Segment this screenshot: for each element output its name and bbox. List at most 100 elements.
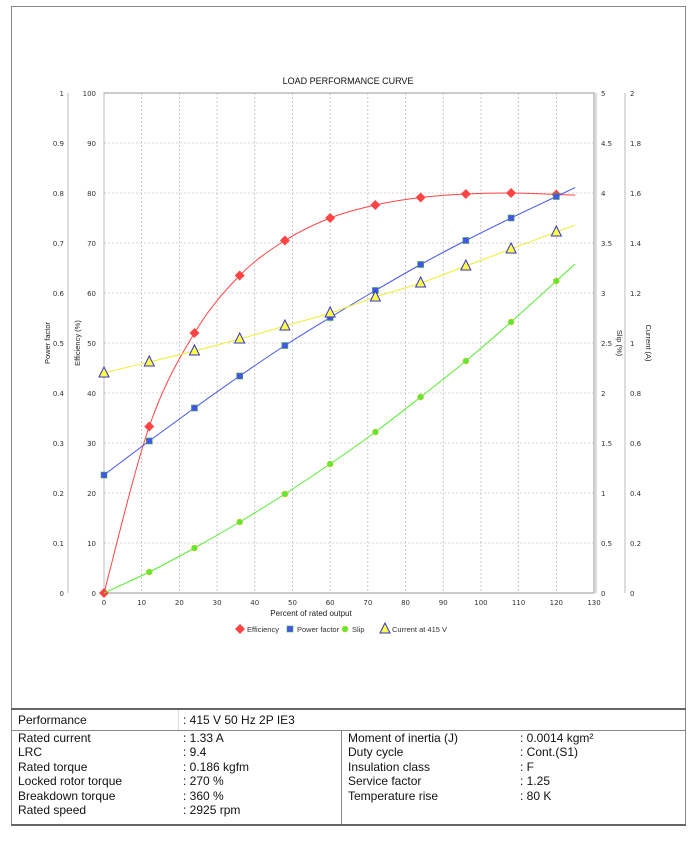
spec-label: Rated torque xyxy=(18,759,88,774)
x-tick-label: 120 xyxy=(550,599,563,607)
spec-value: : 9.4 xyxy=(183,745,207,760)
spec-value: : Cont.(S1) xyxy=(520,745,579,760)
spec-label: Moment of inertia (J) xyxy=(348,731,459,745)
motor-spec-table: Performance : 415 V 50 Hz 2P IE3 Rated c… xyxy=(11,708,686,826)
slip-tick-label: 5 xyxy=(601,90,605,98)
legend-item: Slip xyxy=(341,625,365,634)
efficiency-point xyxy=(234,270,245,281)
slip-tick-label: 3.5 xyxy=(601,240,612,248)
slip-point xyxy=(507,318,515,326)
spec-label: Rated speed xyxy=(18,802,87,817)
current-tick-label: 0.6 xyxy=(630,440,642,448)
performance-label: Performance xyxy=(18,713,87,727)
x-tick-label: 50 xyxy=(288,599,297,607)
efficiency-point xyxy=(506,188,517,198)
current-tick-label: 1.8 xyxy=(630,140,641,148)
efficiency-axis-label: Efficiency (%) xyxy=(73,320,82,366)
current-tick-label: 1.6 xyxy=(630,190,642,198)
current-at-415-v-point xyxy=(233,331,246,344)
efficiency-point xyxy=(189,328,200,338)
spec-row: Moment of inertia (J) : 0.0014 kgm² xyxy=(348,731,678,745)
spec-row: Service factor: 1.25 xyxy=(348,774,678,788)
slip-point xyxy=(341,625,349,633)
series-line xyxy=(103,187,576,476)
legend-label: Current at 415 V xyxy=(392,625,447,634)
spec-label: Duty cycle xyxy=(348,745,404,760)
x-tick-label: 130 xyxy=(587,599,600,607)
spec-value: : 0.186 kgfm xyxy=(183,759,250,774)
legend-label: Slip xyxy=(352,625,365,634)
power-factor-tick-label: 0.7 xyxy=(53,240,64,248)
current-at-415-v-point xyxy=(324,305,336,318)
power-factor-tick-label: 0.1 xyxy=(53,540,64,548)
current-tick-label: 0.2 xyxy=(630,540,641,548)
performance-value: : 415 V 50 Hz 2P IE3 xyxy=(183,713,295,727)
current-tick-label: 0.4 xyxy=(630,490,642,498)
power-factor-point xyxy=(553,193,560,200)
slip-tick-label: 4.5 xyxy=(601,140,612,148)
legend-item: Power factor xyxy=(286,625,340,634)
spec-left-column: Rated current : 1.33 A LRC : 9.4 Rated torqu… xyxy=(18,731,338,824)
efficiency-tick-label: 20 xyxy=(87,490,96,498)
spec-label: Temperature rise xyxy=(348,788,439,803)
power-factor-point xyxy=(286,625,294,633)
power-factor-tick-label: 0.2 xyxy=(53,490,64,498)
legend-item: Efficiency xyxy=(235,624,279,634)
current-tick-label: 1.2 xyxy=(630,290,641,298)
power-factor-axis-label: Power factor xyxy=(43,321,52,364)
spec-label: Rated current xyxy=(18,731,91,745)
efficiency-tick-label: 30 xyxy=(87,440,96,448)
efficiency-tick-label: 0 xyxy=(92,590,96,598)
slip-point xyxy=(281,490,289,498)
efficiency-tick-label: 10 xyxy=(87,540,96,548)
x-tick-label: 10 xyxy=(137,599,146,607)
current-at-415-v-point xyxy=(188,343,201,356)
spec-value: : 360 % xyxy=(183,788,224,803)
slip-point xyxy=(191,544,198,552)
spec-row: Insulation class: F xyxy=(348,760,678,774)
spec-value: : 1.25 xyxy=(520,774,551,789)
efficiency-point xyxy=(370,200,381,210)
performance-row: Performance : 415 V 50 Hz 2P IE3 xyxy=(11,710,686,731)
power-factor-point xyxy=(191,404,198,412)
efficiency-tick-label: 60 xyxy=(87,290,96,298)
current-tick-label: 0 xyxy=(630,590,634,598)
spec-label: LRC xyxy=(18,745,43,760)
slip-point xyxy=(553,277,560,285)
slip-tick-label: 1 xyxy=(601,490,605,498)
legend-label: Power factor xyxy=(297,625,340,634)
spec-value: : F xyxy=(520,759,534,774)
slip-point xyxy=(462,357,470,365)
power-factor-point xyxy=(507,214,515,222)
power-factor-point xyxy=(236,372,243,380)
current-at-415-v-point xyxy=(505,241,517,254)
power-factor-tick-label: 0.3 xyxy=(53,440,64,448)
spec-value: : 0.0014 kgm² xyxy=(520,731,594,745)
power-factor-tick-label: 0.8 xyxy=(53,190,64,198)
x-tick-label: 100 xyxy=(474,599,487,607)
power-factor-tick-label: 0.4 xyxy=(53,390,65,398)
efficiency-point xyxy=(279,235,290,246)
efficiency-tick-label: 70 xyxy=(87,240,96,248)
spec-value: : 2925 rpm xyxy=(183,802,241,817)
efficiency-tick-label: 80 xyxy=(87,190,96,198)
slip-tick-label: 2 xyxy=(601,390,605,398)
power-factor-tick-label: 0.9 xyxy=(53,140,64,148)
current-at-415-v-point xyxy=(550,224,563,237)
spec-label: Breakdown torque xyxy=(18,788,116,803)
spec-value: : 1.33 A xyxy=(183,731,224,745)
spec-value: : 80 K xyxy=(520,788,552,803)
slip-tick-label: 0 xyxy=(601,590,605,598)
power-factor-point xyxy=(145,437,153,445)
x-axis-label: Percent of rated output xyxy=(270,609,352,618)
spec-row: Temperature rise : 80 K xyxy=(348,789,678,803)
current-at-415-v-point xyxy=(460,258,472,271)
spec-row: LRC : 9.4 xyxy=(18,745,338,759)
x-tick-label: 70 xyxy=(363,599,372,607)
x-tick-label: 40 xyxy=(250,599,259,607)
current-at-415-v-point xyxy=(379,621,391,634)
power-factor-tick-label: 0 xyxy=(60,590,64,598)
legend: Efficiency Power factor Slip Current at 415… xyxy=(235,621,447,634)
column-divider xyxy=(341,731,342,824)
